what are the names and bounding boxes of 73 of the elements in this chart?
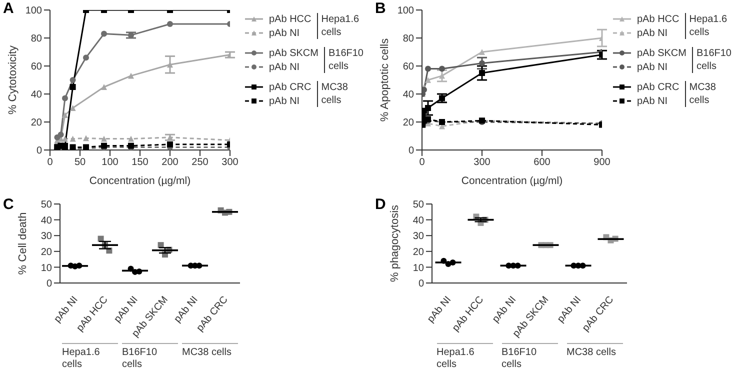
y-axis-title: % phagocytosis [388,204,401,282]
x-tick-label: pAb NI [426,294,454,325]
y-axis-title: % Cell death [16,212,29,275]
y-tick-label: 80 [402,34,414,45]
x-tick-label: 200 [162,157,179,168]
x-tick-label: 100 [102,157,119,168]
x-tick-label: pAb NI [172,294,200,325]
legend-label: pAb HCC [269,14,312,24]
x-tick-label: pAb NI [52,294,80,325]
x-tick-label: pAb NI [112,294,140,325]
y-tick-label: 30 [412,231,424,242]
legend-label: pAb NI [269,96,300,106]
text: MC38 cells [566,343,622,359]
legend-label: pAb SKCM [637,48,686,58]
y-tick-label: 100 [397,6,414,17]
y-tick-label: 20 [402,118,414,129]
text: B16F10 cells [502,343,558,371]
x-tick-label: pAb NI [556,294,584,325]
y-tick-label: 0 [36,146,42,157]
x-tick-label: 300 [222,157,239,168]
legend-label: pAb NI [637,62,668,72]
legend-label: pAb CRC [637,82,680,92]
text: MC38 cells [182,343,238,359]
text: Hepa1.6 cells [436,343,492,371]
y-axis-title: % Cytotoxicity [6,44,19,115]
y-tick-label: 100 [25,6,42,17]
text: B16F10 cells [692,47,740,73]
legend-label: pAb NI [637,28,668,38]
y-tick-label: 40 [30,90,42,101]
y-tick-label: 40 [402,90,414,101]
y-tick-label: 60 [402,62,414,73]
y-tick-label: 0 [46,278,52,290]
chart-title: D [375,196,386,213]
y-tick-label: 60 [30,62,42,73]
x-tick-label: 600 [534,157,551,168]
y-tick-label: 20 [412,246,424,258]
x-axis-title: Concentration (µg/ml) [461,175,563,187]
x-axis-title: Concentration (µg/ml) [89,175,191,187]
chart-title: A [3,0,14,17]
y-tick-label: 10 [40,262,52,274]
text: Hepa1.6 cells [317,13,366,39]
text: MC38 cells [317,81,366,107]
x-tick-label: pAb NI [490,294,519,325]
y-axis-title: % Apoptotic cells [378,38,391,122]
text: B16F10 cells [324,47,372,73]
legend-label: pAb NI [269,62,300,72]
legend-label: pAb CRC [269,82,312,92]
chart-title: C [3,196,14,213]
text: Hepa1.6 cells [685,13,734,39]
y-tick-label: 80 [30,34,42,45]
legend-label: pAb NI [637,96,668,106]
y-tick-label: 40 [412,215,424,226]
y-tick-label: 10 [412,262,424,274]
x-tick-label: 50 [74,157,86,168]
x-tick-label: 150 [132,157,149,168]
legend-label: pAb HCC [637,14,680,24]
y-tick-label: 0 [418,278,424,290]
x-tick-label: 300 [474,157,491,168]
text: Hepa1.6 cells [62,343,118,371]
text: MC38 cells [685,81,734,107]
y-tick-label: 20 [40,246,52,258]
y-tick-label: 20 [30,118,42,129]
y-tick-label: 50 [40,200,52,211]
y-tick-label: 40 [40,215,52,226]
y-tick-label: 0 [408,146,414,157]
y-tick-label: 30 [40,231,52,242]
y-tick-label: 50 [412,200,424,211]
legend-label: pAb NI [269,28,300,38]
chart-title: B [375,0,386,17]
legend-label: pAb SKCM [269,48,318,58]
x-tick-label: 250 [192,157,209,168]
x-tick-label: 900 [594,157,611,168]
text: B16F10 cells [122,343,178,371]
